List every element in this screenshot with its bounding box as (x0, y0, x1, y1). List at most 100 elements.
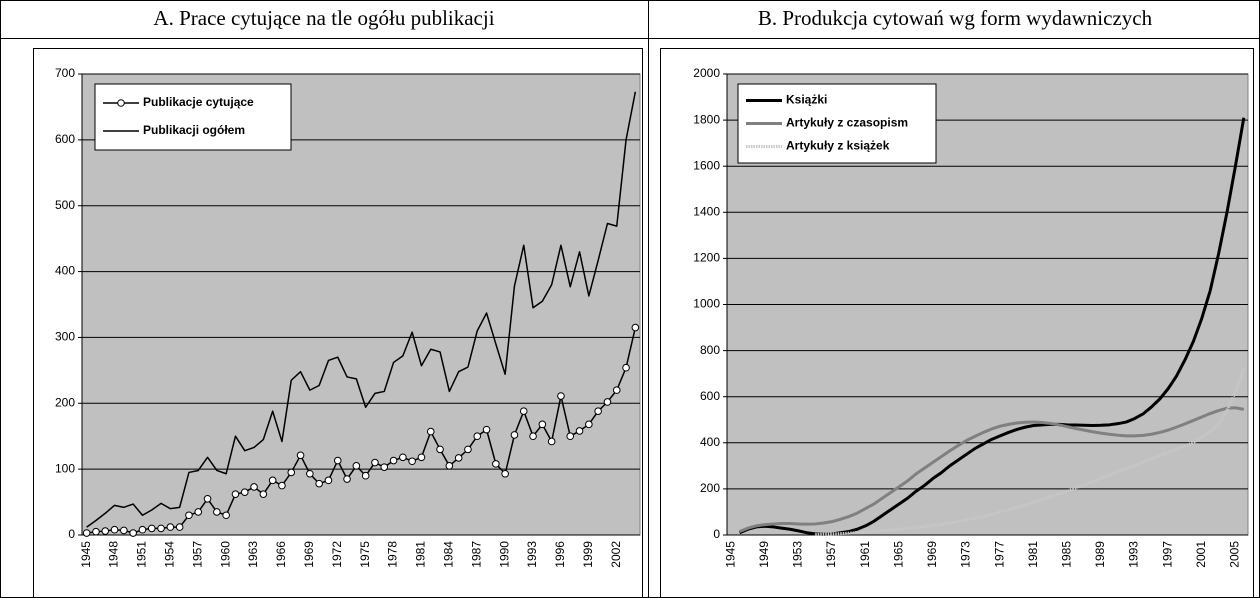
data-point (399, 453, 407, 462)
data-point (445, 462, 454, 470)
y-tick-label: 700 (55, 66, 75, 80)
x-tick-label: 1975 (358, 541, 372, 568)
data-point (278, 481, 286, 490)
x-tick-label: 1966 (274, 541, 288, 568)
series-line (86, 91, 637, 528)
x-tick-label: 1963 (246, 541, 260, 568)
y-tick-label: 600 (700, 389, 720, 403)
data-point (138, 525, 147, 534)
y-tick-label: 0 (68, 527, 75, 541)
x-tick-label: 1957 (824, 541, 838, 568)
data-point (557, 392, 565, 400)
x-tick-label: 1993 (1127, 541, 1141, 568)
data-point (538, 420, 547, 429)
x-tick-label: 2002 (609, 541, 623, 568)
data-point (101, 527, 110, 535)
data-point (603, 398, 612, 406)
data-point (492, 460, 500, 468)
data-point (259, 490, 268, 498)
x-tick-label: 1997 (1160, 541, 1174, 568)
data-point (482, 425, 491, 434)
x-tick-label: 1957 (190, 541, 204, 568)
series-line (739, 406, 1245, 533)
legend-label: Książki (786, 93, 827, 107)
y-tick-label: 500 (55, 198, 75, 212)
data-point (501, 469, 509, 478)
x-tick-label: 1978 (386, 541, 400, 568)
data-point (287, 468, 296, 477)
data-point (464, 445, 472, 454)
y-tick-label: 400 (55, 264, 75, 278)
data-point (92, 527, 100, 536)
y-tick-label: 1200 (693, 251, 720, 265)
x-tick-label: 1951 (135, 541, 149, 568)
x-tick-label: 1985 (1060, 541, 1074, 568)
data-point (110, 525, 119, 534)
data-point (519, 407, 528, 415)
data-point (82, 529, 91, 537)
x-tick-label: 1949 (757, 541, 771, 568)
y-tick-label: 300 (55, 330, 75, 344)
legend-label: Publikacji ogółem (143, 123, 245, 137)
data-point (361, 471, 370, 480)
data-point (203, 494, 212, 503)
data-point (157, 524, 165, 533)
data-point (268, 476, 277, 485)
data-point (408, 457, 416, 466)
data-point (306, 469, 314, 478)
x-tick-label: 1954 (163, 541, 177, 568)
data-point (612, 386, 621, 394)
chart-title: A. Prace cytujące na tle ogółu publikacj… (153, 6, 494, 30)
x-tick-label: 1989 (1093, 541, 1107, 568)
x-tick-label: 1984 (442, 541, 456, 568)
y-tick-label: 200 (700, 481, 720, 495)
y-tick-label: 1600 (693, 158, 720, 172)
data-point (213, 508, 221, 516)
x-tick-label: 2001 (1194, 541, 1208, 568)
data-point (120, 526, 128, 535)
x-tick-label: 1977 (992, 541, 1006, 568)
x-tick-label: 1987 (469, 541, 483, 568)
data-point (315, 479, 323, 488)
data-point (231, 490, 240, 498)
x-tick-label: 1960 (218, 541, 232, 568)
x-tick-label: 1965 (891, 541, 905, 568)
data-point (166, 523, 175, 531)
data-point (185, 511, 193, 520)
x-tick-label: 1993 (525, 541, 539, 568)
x-tick-label: 1948 (107, 541, 121, 568)
data-point (240, 488, 249, 496)
legend-label: Artykuły z książek (786, 139, 890, 153)
data-point (426, 427, 435, 436)
x-tick-label: 1973 (959, 541, 973, 568)
data-point (436, 445, 444, 454)
y-tick-label: 200 (55, 395, 75, 409)
chart-title: B. Produkcja cytowań wg form wydawniczyc… (758, 6, 1153, 30)
data-point (417, 453, 426, 462)
y-tick-label: 1800 (693, 112, 720, 126)
data-point (594, 407, 602, 415)
x-tick-label: 1981 (414, 541, 428, 568)
data-point (547, 437, 556, 446)
x-tick-label: 1969 (925, 541, 939, 568)
data-point (585, 420, 593, 429)
data-point (622, 363, 630, 372)
x-tick-label: 1981 (1026, 541, 1040, 568)
y-tick-label: 400 (700, 435, 720, 449)
data-point (222, 511, 230, 520)
y-tick-label: 800 (700, 343, 720, 357)
data-point (194, 508, 203, 516)
y-tick-label: 600 (55, 132, 75, 146)
x-tick-label: 1990 (497, 541, 511, 568)
data-point (454, 454, 463, 462)
x-tick-label: 2005 (1228, 541, 1242, 568)
legend-label: Publikacje cytujące (143, 95, 254, 109)
y-tick-label: 0 (713, 527, 720, 541)
x-tick-label: 1999 (581, 541, 595, 568)
data-point (324, 476, 333, 485)
y-tick-label: 2000 (693, 66, 720, 80)
data-point (575, 427, 584, 435)
data-point (510, 431, 519, 439)
